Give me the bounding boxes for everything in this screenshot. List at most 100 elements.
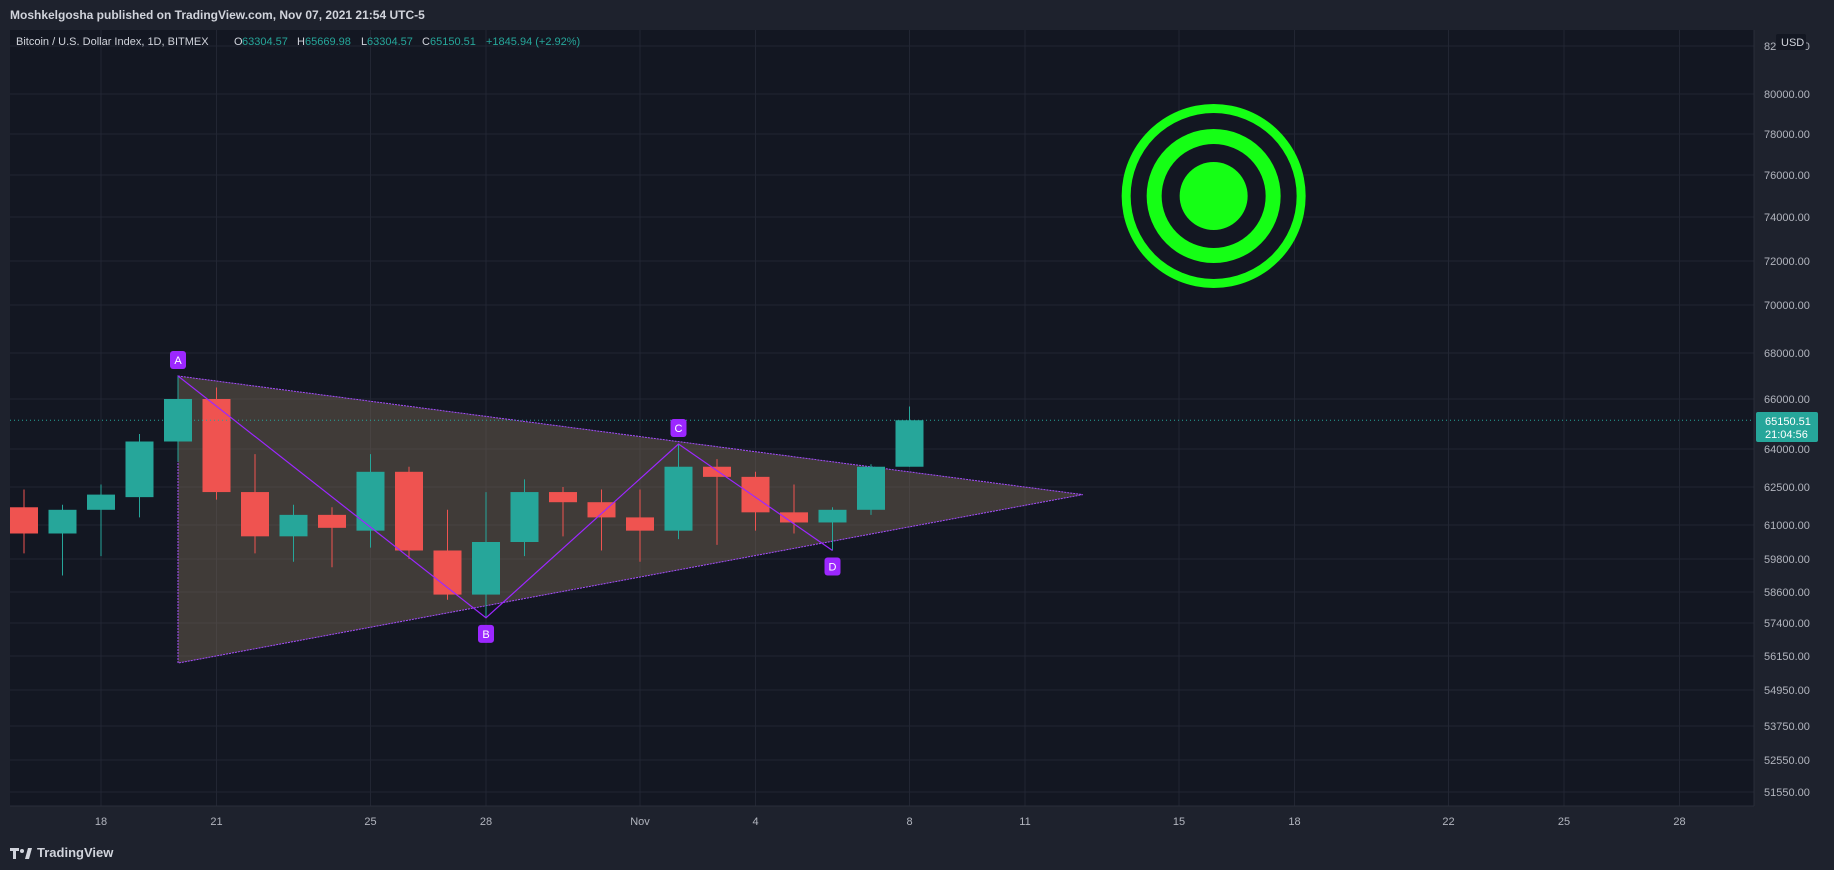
y-tick-label: 66000.00	[1764, 394, 1810, 406]
legend-open-label: O	[234, 36, 243, 48]
target-bullseye	[1179, 162, 1248, 230]
last-price-value: 65150.51	[1765, 416, 1811, 428]
candle	[279, 504, 308, 562]
candle-body	[818, 509, 847, 523]
y-tick-label: 72000.00	[1764, 256, 1810, 268]
footer-bar: TradingView	[0, 836, 1834, 870]
candles	[10, 376, 1754, 618]
candle	[472, 492, 500, 618]
legend-high-value: 65669.98	[305, 36, 351, 48]
candle	[741, 471, 770, 531]
legend-symbol: Bitcoin / U.S. Dollar Index, 1D, BITMEX	[16, 36, 209, 48]
candle-body	[279, 514, 308, 537]
candle-body	[780, 512, 808, 523]
y-tick-label: 80000.00	[1764, 89, 1810, 101]
pattern-point-badge	[478, 624, 494, 643]
candle-body	[895, 420, 924, 467]
candle	[356, 454, 385, 548]
candle-body	[10, 507, 38, 534]
candle-body	[318, 514, 346, 528]
candle	[241, 454, 269, 554]
candle-body	[202, 399, 231, 493]
countdown-value: 21:04:56	[1765, 429, 1808, 441]
x-tick-label: 28	[1673, 816, 1685, 828]
candle	[587, 489, 616, 551]
legend-low-value: 63304.57	[367, 36, 413, 48]
candle	[510, 479, 539, 557]
legend-close-value: 65150.51	[430, 36, 476, 48]
y-tick-label: 56150.00	[1764, 651, 1810, 663]
y-tick-label: 58600.00	[1764, 587, 1810, 599]
y-tick-label: 62500.00	[1764, 482, 1810, 494]
pattern-point-label: B	[482, 629, 489, 641]
y-tick-label: 61000.00	[1764, 520, 1810, 532]
tradingview-brand-text: TradingView	[37, 845, 114, 860]
x-tick-label: Nov	[630, 816, 650, 828]
x-tick-label: 21	[210, 816, 222, 828]
currency-badge-bg	[1776, 34, 1806, 50]
x-tick-label: 8	[906, 816, 912, 828]
y-tick-label: 51550.00	[1764, 787, 1810, 799]
published-by-text: Moshkelgosha published on TradingView.co…	[10, 8, 425, 22]
legend-ohlc: O 63304.57 H 65669.98 L 63304.57 C 65150…	[234, 36, 580, 48]
pattern-point-b: B	[478, 624, 494, 643]
legend-close-label: C	[422, 36, 430, 48]
abcd-line	[177, 375, 833, 619]
legend-change: +1845.94 (+2.92%)	[486, 36, 580, 48]
pattern-point-c: C	[670, 419, 687, 437]
pattern-point-label: C	[675, 423, 683, 435]
candle-body	[241, 492, 269, 537]
x-tick-label: 18	[95, 816, 107, 828]
candle-body	[664, 466, 693, 531]
candle	[87, 484, 115, 557]
header-bar: Moshkelgosha published on TradingView.co…	[0, 0, 1834, 30]
candle-body	[48, 509, 77, 534]
y-tick-label: 70000.00	[1764, 300, 1810, 312]
candle-body	[472, 542, 500, 595]
pattern-point-d: D	[824, 557, 841, 576]
candle-body	[87, 494, 115, 510]
candle	[703, 459, 731, 545]
candle-body	[510, 492, 539, 542]
candle-body	[626, 517, 654, 531]
candle	[10, 489, 38, 554]
candle-body	[703, 466, 731, 477]
grid-lines	[10, 30, 1754, 806]
candle-body	[587, 502, 616, 518]
tradingview-logo[interactable]: TradingView	[10, 845, 113, 860]
x-tick-label: 11	[1019, 816, 1030, 828]
candle	[48, 504, 77, 576]
y-tick-label: 76000.00	[1764, 170, 1810, 182]
last-price-badge-bg	[1756, 412, 1818, 442]
candle	[125, 434, 154, 518]
x-tick-label: 18	[1288, 816, 1300, 828]
candle-body	[857, 466, 885, 510]
candle-body	[549, 492, 577, 503]
chart-area[interactable]	[10, 30, 1754, 806]
candle	[818, 507, 847, 551]
y-tick-label: 59800.00	[1764, 554, 1810, 566]
x-tick-label: 4	[752, 816, 758, 828]
y-tick-label: 57400.00	[1764, 618, 1810, 630]
candle	[549, 487, 577, 537]
pattern-point-a: A	[170, 351, 186, 369]
pattern-point-badge	[670, 419, 687, 437]
legend-low-label: L	[361, 36, 367, 48]
pattern-point-label: D	[829, 562, 837, 574]
y-tick-label: 54950.00	[1764, 685, 1810, 697]
target-icon	[1121, 104, 1306, 288]
axes: 82000.0080000.0078000.0076000.0074000.00…	[10, 30, 1810, 828]
x-tick-label: 25	[364, 816, 376, 828]
candle-body	[395, 471, 423, 551]
candle	[895, 406, 924, 467]
x-tick-label: 28	[480, 816, 492, 828]
x-tick-label: 22	[1442, 816, 1454, 828]
candle	[318, 507, 346, 568]
candle	[626, 489, 654, 562]
candle	[664, 444, 693, 540]
candle-body	[356, 471, 385, 531]
candle-body	[741, 476, 770, 513]
pattern-point-badge	[170, 351, 186, 369]
legend-open-value: 63304.57	[242, 36, 288, 48]
